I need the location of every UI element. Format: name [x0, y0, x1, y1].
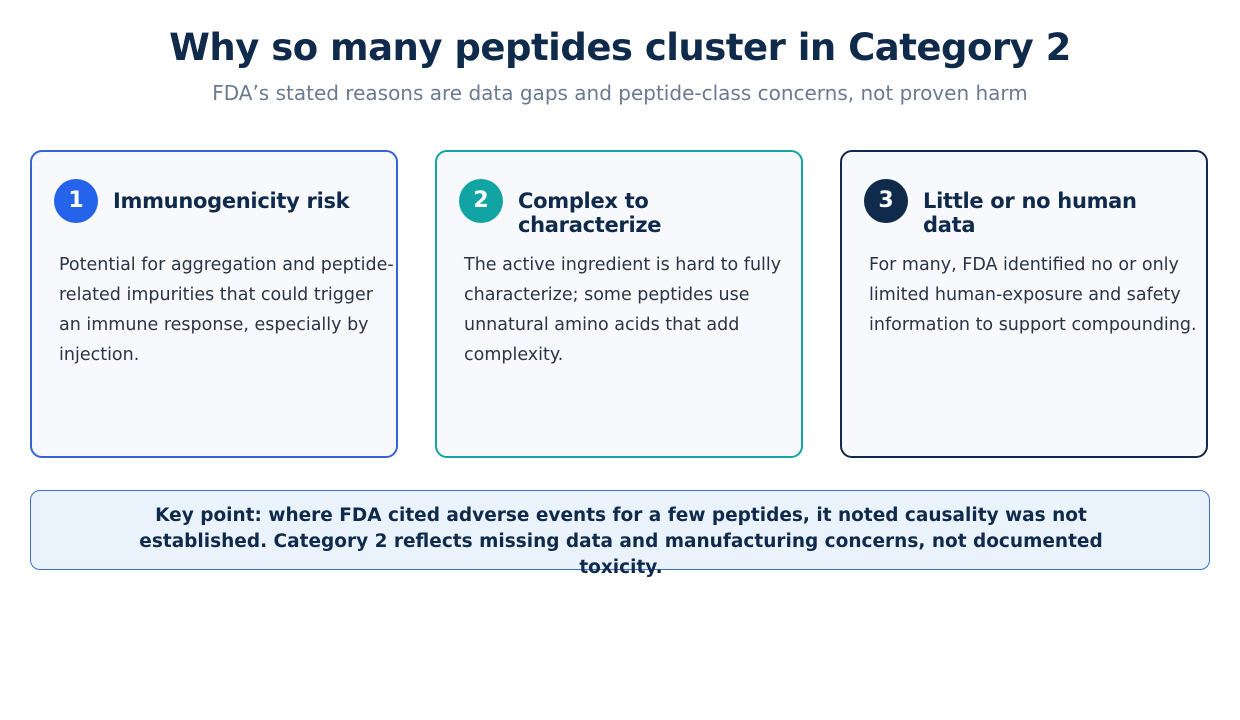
- page-title: Why so many peptides cluster in Category…: [169, 26, 1071, 69]
- number-badge: 1: [54, 179, 98, 223]
- page-subtitle: FDA’s stated reasons are data gaps and p…: [212, 81, 1028, 105]
- reason-card-immunogenicity: 1 Immunogenicity risk Potential for aggr…: [30, 150, 398, 458]
- card-title: Complex to characterize: [518, 189, 662, 237]
- number-badge: 2: [459, 179, 503, 223]
- card-title: Immunogenicity risk: [113, 189, 350, 213]
- key-point-text: Key point: where FDA cited adverse event…: [139, 505, 1103, 578]
- reason-card-characterization: 2 Complex to characterize The active ing…: [435, 150, 803, 458]
- card-title: Little or no human data: [923, 189, 1137, 237]
- card-body: Potential for aggregation and peptide-re…: [59, 255, 394, 365]
- key-point-box: Key point: where FDA cited adverse event…: [30, 490, 1210, 578]
- number-badge: 3: [864, 179, 908, 223]
- card-body: The active ingredient is hard to fully c…: [464, 255, 782, 365]
- card-body: For many, FDA identified no or only limi…: [869, 255, 1197, 335]
- reason-card-human-data: 3 Little or no human data For many, FDA …: [840, 150, 1208, 458]
